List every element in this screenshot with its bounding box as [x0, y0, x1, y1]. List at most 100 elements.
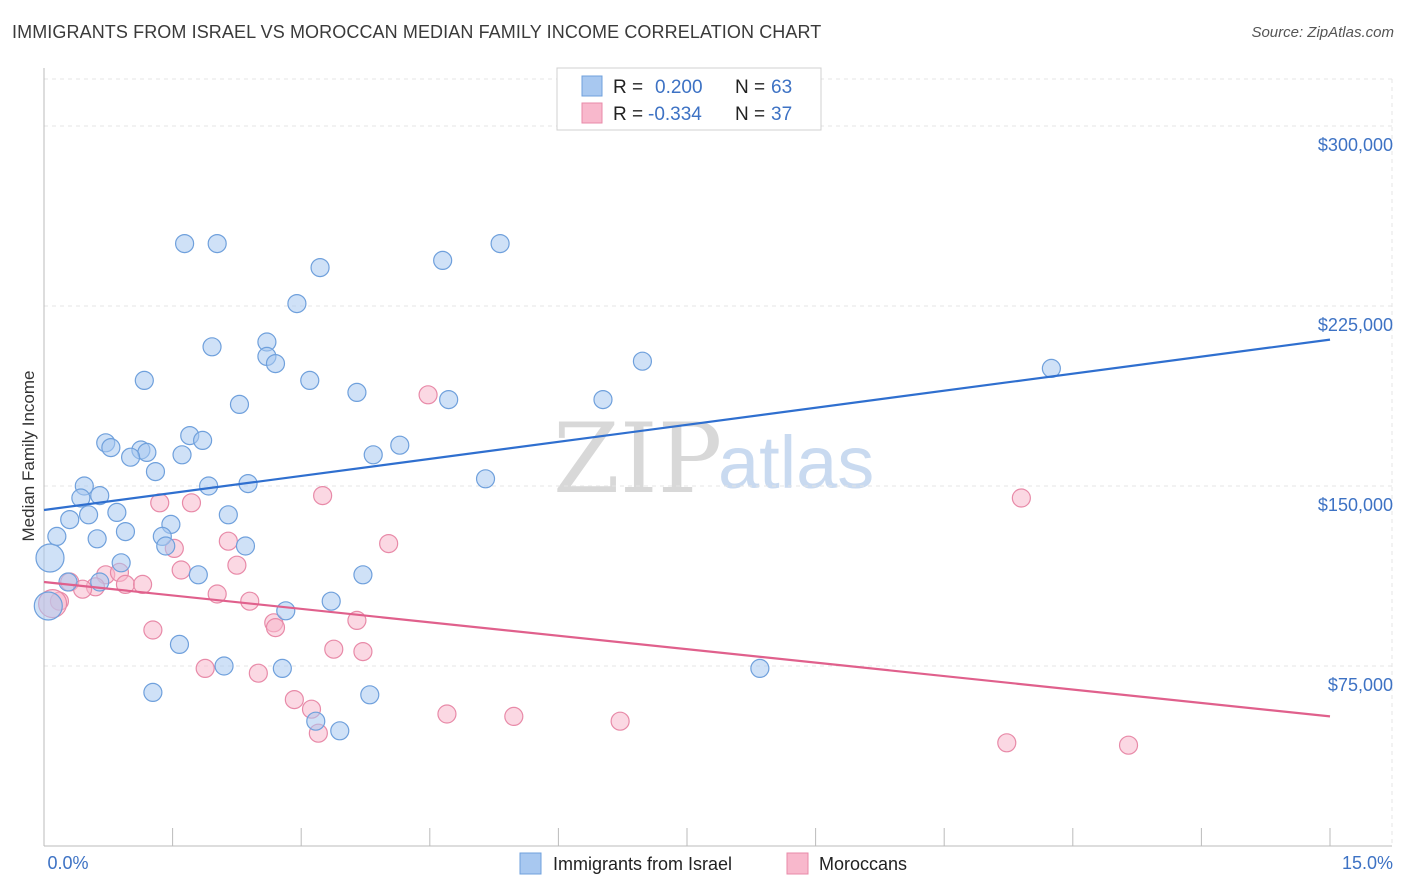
- israel-point-24: [390, 435, 410, 455]
- israel-point-54: [33, 591, 63, 621]
- israel-point-56: [214, 656, 234, 676]
- israel-point-44: [156, 536, 176, 556]
- israel-point-38: [60, 509, 80, 530]
- moroccans-point-26: [353, 641, 373, 662]
- israel-point-36: [107, 502, 127, 523]
- israel-point-31: [199, 476, 219, 496]
- israel-point-21: [101, 438, 121, 458]
- y-tick-label-3: $300,000: [1318, 135, 1393, 155]
- israel-points: [33, 234, 1061, 741]
- israel-point-53: [276, 601, 296, 621]
- moroccans-point-18: [240, 591, 260, 611]
- israel-point-55: [169, 634, 190, 655]
- israel-point-58: [750, 658, 770, 679]
- moroccans-point-8: [227, 555, 247, 575]
- israel-point-6: [202, 337, 222, 357]
- moroccans-point-32: [504, 706, 524, 727]
- x-tick-label-min: 0.0%: [47, 853, 88, 873]
- israel-point-1: [207, 234, 227, 254]
- israel-point-9: [265, 354, 286, 374]
- israel-point-15: [439, 390, 459, 410]
- watermark-atlas: atlas: [718, 421, 874, 504]
- moroccans-trend-line: [43, 580, 1331, 718]
- moroccans-point-25: [324, 639, 344, 659]
- legend-r-label-israel: R =: [613, 77, 643, 98]
- israel-point-10: [632, 351, 653, 371]
- israel-point-33: [90, 486, 110, 506]
- israel-point-5: [287, 294, 307, 314]
- moroccans-point-6: [379, 533, 399, 554]
- israel-point-41: [47, 526, 67, 547]
- legend-swatch-moroccans: [581, 102, 603, 124]
- israel-point-13: [300, 370, 320, 390]
- moroccans-point-2: [313, 486, 333, 506]
- legend-n-value-moroccans: 37: [771, 104, 792, 125]
- israel-point-34: [71, 488, 91, 508]
- israel-point-48: [353, 565, 373, 585]
- israel-point-47: [111, 553, 131, 573]
- bottom-legend-swatch-moroccans: [786, 852, 809, 875]
- legend-swatch-israel: [581, 75, 603, 97]
- israel-point-49: [188, 565, 208, 585]
- series-legend: Immigrants from Israel Moroccans: [519, 852, 907, 875]
- moroccans-point-9: [171, 560, 191, 580]
- bottom-legend-swatch-israel: [519, 852, 542, 875]
- y-tick-label-2: $225,000: [1318, 315, 1393, 335]
- israel-point-16: [593, 390, 613, 410]
- moroccans-point-24: [143, 620, 163, 640]
- legend-n-value-israel: 63: [771, 77, 792, 98]
- israel-point-57: [272, 658, 292, 679]
- moroccans-point-31: [437, 704, 457, 724]
- israel-point-29: [475, 469, 496, 489]
- israel-point-12: [134, 370, 154, 390]
- legend-n-label-moroccans: N =: [735, 104, 765, 125]
- israel-point-60: [360, 685, 380, 705]
- moroccans-point-5: [218, 531, 238, 551]
- moroccans-point-27: [195, 658, 215, 679]
- israel-point-27: [120, 447, 141, 467]
- moroccans-point-33: [610, 711, 630, 731]
- israel-point-40: [115, 521, 136, 542]
- israel-point-28: [145, 462, 166, 482]
- israel-point-14: [347, 382, 367, 402]
- israel-point-4: [310, 258, 330, 278]
- israel-point-62: [330, 721, 350, 741]
- source-credit: Source: ZipAtlas.com: [1251, 24, 1394, 41]
- moroccans-point-36: [1118, 735, 1139, 755]
- moroccans-point-35: [997, 733, 1017, 753]
- x-tick-label-max: 15.0%: [1342, 853, 1393, 873]
- israel-point-26: [172, 445, 192, 465]
- legend-r-value-moroccans: -0.334: [648, 104, 702, 125]
- bottom-legend-label-israel: Immigrants from Israel: [553, 854, 732, 874]
- moroccans-point-28: [248, 663, 268, 683]
- y-axis-label: Median Family Income: [19, 370, 38, 541]
- watermark-zip: ZIP: [553, 403, 722, 515]
- moroccans-point-17: [207, 584, 227, 604]
- israel-point-43: [87, 529, 107, 549]
- y-tick-labels: $75,000 $150,000 $225,000 $300,000: [1318, 135, 1393, 695]
- legend-r-label-moroccans: R =: [613, 104, 643, 125]
- israel-point-46: [35, 543, 65, 573]
- israel-point-3: [433, 250, 453, 270]
- legend-n-label-israel: N =: [735, 77, 765, 98]
- israel-point-23: [137, 442, 157, 462]
- israel-point-35: [78, 505, 99, 525]
- moroccans-point-1: [1011, 488, 1031, 508]
- israel-point-2: [490, 234, 510, 254]
- moroccans-point-4: [181, 493, 202, 513]
- stats-legend: R = 0.200 N = 63 R = -0.334 N = 37: [556, 67, 822, 131]
- israel-point-17: [229, 394, 250, 414]
- chart-title: IMMIGRANTS FROM ISRAEL VS MOROCCAN MEDIA…: [12, 22, 822, 42]
- israel-point-0: [175, 234, 195, 254]
- x-tick-labels: 0.0% 15.0%: [47, 853, 1393, 873]
- israel-point-59: [143, 682, 163, 703]
- israel-point-52: [321, 591, 341, 611]
- y-tick-label-1: $150,000: [1318, 495, 1393, 515]
- legend-r-value-israel: 0.200: [655, 77, 703, 98]
- israel-point-61: [306, 711, 326, 731]
- axes: [43, 68, 1392, 847]
- moroccans-point-23: [265, 617, 286, 638]
- israel-point-19: [193, 430, 213, 450]
- bottom-legend-label-moroccans: Moroccans: [819, 854, 907, 874]
